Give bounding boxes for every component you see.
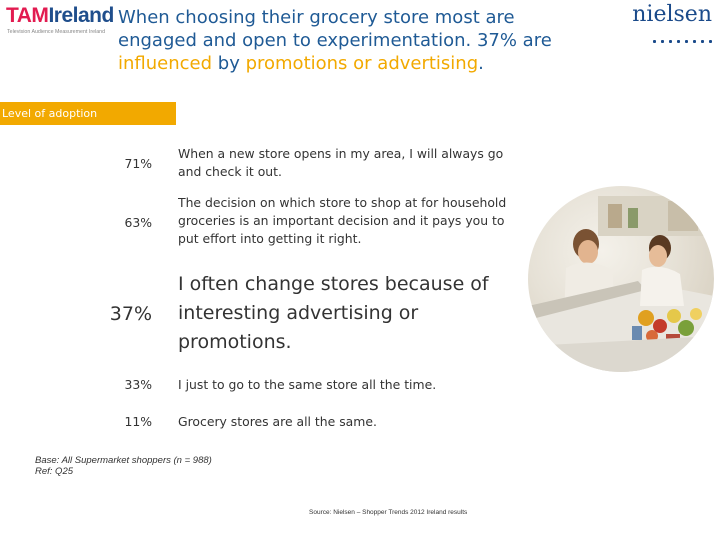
tam-ireland-tagline: Television Audience Measurement Ireland <box>7 29 106 35</box>
row-5-statement: Grocery stores are all the same. <box>178 414 377 429</box>
title-highlight-influenced: influenced <box>118 53 213 74</box>
row-2-percent: 63% <box>124 215 152 230</box>
row-2-statement: The decision on which store to shop at f… <box>178 195 507 246</box>
title-highlight-promotions: promotions or advertising <box>245 53 479 74</box>
row-3-statement: I often change stores because of interes… <box>178 273 489 353</box>
row-3-percent: 37% <box>109 303 152 325</box>
title-line-1: When choosing their grocery store most a… <box>118 7 515 28</box>
base-line: Base: All Supermarket shoppers (n = 988) <box>35 455 212 466</box>
source-note: Source: Nielsen – Shopper Trends 2012 Ir… <box>309 509 468 516</box>
level-of-adoption-label: Level of adoption <box>2 107 98 120</box>
tam-ireland-logo: TAMIreland Television Audience Measureme… <box>6 5 114 41</box>
tam-ireland-wordmark: TAMIreland <box>6 4 114 27</box>
nielsen-logo: nielsen <box>632 2 712 43</box>
ref-line: Ref: Q25 <box>35 466 74 477</box>
title-line-3: influenced by promotions or advertising. <box>118 53 484 74</box>
supermarket-checkout-photo <box>528 186 714 372</box>
row-4-statement: I just to go to the same store all the t… <box>178 377 437 392</box>
base-note: Base: All Supermarket shoppers (n = 988)… <box>35 455 212 477</box>
row-1-percent: 71% <box>124 156 152 171</box>
row-5-percent: 11% <box>124 414 152 429</box>
title-line-2: engaged and open to experimentation. 37%… <box>118 30 552 51</box>
nielsen-dots <box>632 28 712 47</box>
nielsen-wordmark: nielsen <box>632 2 712 27</box>
row-4-percent: 33% <box>124 377 152 392</box>
slide-title: When choosing their grocery store most a… <box>118 6 608 75</box>
row-1-statement: When a new store opens in my area, I wil… <box>178 146 504 179</box>
level-of-adoption-bar: Level of adoption <box>0 102 176 125</box>
checkout-illustration <box>528 196 714 372</box>
